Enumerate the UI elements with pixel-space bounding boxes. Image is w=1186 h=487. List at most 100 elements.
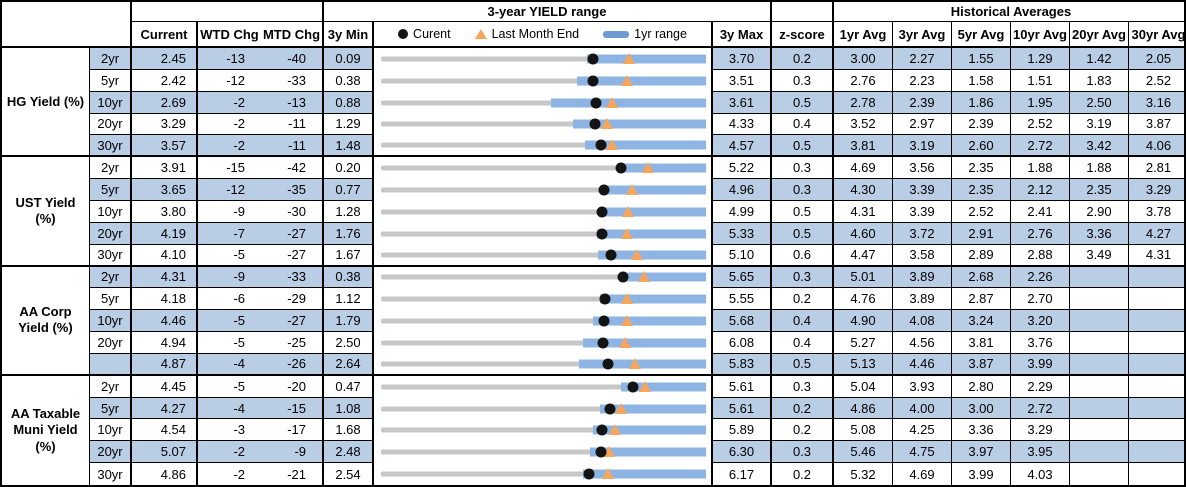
chart-plot-area <box>381 376 706 398</box>
avg-cell-20yr-avg: 1.42 <box>1070 48 1129 70</box>
max-3y-cell: 5.10 <box>713 244 772 267</box>
min-3y-cell: 1.48 <box>324 135 374 158</box>
avg-cell-10yr-avg: 1.95 <box>1011 91 1070 114</box>
avg-cell-10yr-avg: 4.03 <box>1011 463 1070 485</box>
zscore-cell: 0.3 <box>772 157 834 180</box>
wtd-chg-cell: -3 <box>198 419 261 442</box>
tenor-cell: 2yr <box>90 375 132 398</box>
mtd-chg-cell: -29 <box>261 288 324 311</box>
column-header-5yr-avg: 5yr Avg <box>952 22 1011 48</box>
avg-cell-1yr-avg: 3.00 <box>834 48 893 70</box>
avg-cell-3yr-avg: 3.39 <box>893 179 952 201</box>
avg-cell-20yr-avg: 3.42 <box>1070 135 1129 158</box>
avg-cell-30yr-avg <box>1129 419 1184 442</box>
max-3y-cell: 4.33 <box>713 113 772 136</box>
avg-cell-30yr-avg: 3.87 <box>1129 114 1184 136</box>
avg-cell-30yr-avg: 2.81 <box>1129 157 1184 180</box>
header-spacer-left <box>132 2 324 22</box>
wtd-chg-cell: -12 <box>198 179 261 201</box>
max-3y-cell: 3.51 <box>713 69 772 92</box>
min-3y-cell: 0.38 <box>324 69 374 92</box>
avg-cell-30yr-avg: 4.06 <box>1129 135 1184 158</box>
current-dot-marker <box>598 184 610 196</box>
column-header-mtd-chg: MTD Chg <box>261 22 324 48</box>
last-month-end-marker <box>637 271 650 283</box>
current-dot-icon <box>398 29 409 39</box>
zscore-cell: 0.5 <box>772 91 834 114</box>
tenor-cell: 20yr <box>90 332 132 354</box>
zscore-cell: 0.3 <box>772 375 834 398</box>
avg-cell-20yr-avg: 3.49 <box>1070 244 1129 267</box>
avg-cell-3yr-avg: 2.97 <box>893 113 952 136</box>
wtd-chg-cell: -15 <box>198 157 261 180</box>
avg-cell-5yr-avg: 2.52 <box>952 200 1011 223</box>
avg-cell-10yr-avg: 2.52 <box>1011 113 1070 136</box>
avg-cell-5yr-avg: 2.80 <box>952 375 1011 398</box>
avg-cell-5yr-avg: 3.24 <box>952 310 1011 333</box>
avg-cell-10yr-avg: 1.88 <box>1011 157 1070 180</box>
yield-range-chart <box>374 48 713 70</box>
chart-plot-area <box>381 223 706 245</box>
max-3y-cell: 3.70 <box>713 48 772 70</box>
last-month-end-marker <box>606 139 619 151</box>
zscore-cell: 0.5 <box>772 135 834 158</box>
tenor-cell: 20yr <box>90 222 132 245</box>
avg-cell-5yr-avg: 2.35 <box>952 179 1011 201</box>
tenor-cell: 5yr <box>90 288 132 311</box>
tenor-cell: 30yr <box>90 463 132 485</box>
max-3y-cell: 4.96 <box>713 179 772 201</box>
chart-plot-area <box>381 332 706 354</box>
avg-cell-10yr-avg: 2.72 <box>1011 135 1070 158</box>
yield-range-chart <box>374 375 713 398</box>
wtd-chg-cell: -2 <box>233 466 245 482</box>
mtd-chg-cell: -17 <box>261 419 324 442</box>
current-dot-marker <box>615 162 627 174</box>
last-month-end-marker <box>620 315 633 327</box>
avg-cell-10yr-avg: 1.51 <box>1011 69 1070 92</box>
max-3y-cell: 3.61 <box>713 91 772 114</box>
avg-cell-10yr-avg: 3.20 <box>1011 310 1070 333</box>
yield-range-chart <box>374 244 713 267</box>
wtd-chg-cell: -2 <box>198 441 261 464</box>
avg-cell-30yr-avg: 2.05 <box>1129 48 1184 70</box>
current-dot-marker <box>595 446 607 458</box>
avg-cell-3yr-avg: 3.19 <box>893 135 952 158</box>
avg-cell-30yr-avg: 4.27 <box>1129 222 1184 245</box>
legend-last-month-label: Last Month End <box>491 27 580 41</box>
avg-cell-3yr-avg: 3.39 <box>893 200 952 223</box>
avg-cell-3yr-avg: 3.56 <box>893 157 952 180</box>
avg-cell-3yr-avg: 4.08 <box>893 310 952 333</box>
mtd-chg-cell: -33 <box>261 266 324 289</box>
mtd-chg-cell: -25 <box>261 332 324 354</box>
avg-cell-10yr-avg: 2.72 <box>1011 397 1070 420</box>
avg-cell-5yr-avg: 2.87 <box>952 288 1011 311</box>
group-label-cell: AA Corp Yield (%) <box>2 266 90 376</box>
avg-cell-30yr-avg <box>1129 463 1184 485</box>
column-header-3yr-avg: 3yr Avg <box>893 22 952 48</box>
mtd-chg-cell: -15 <box>261 397 324 420</box>
chart-plot-area <box>381 463 706 485</box>
current-cell: 4.54 <box>132 419 198 442</box>
max-3y-cell: 5.61 <box>713 375 772 398</box>
1yr-range-bar <box>599 404 706 414</box>
mtd-chg-cell: -42 <box>261 157 324 180</box>
avg-cell-1yr-avg: 5.13 <box>834 353 893 376</box>
mtd-chg-cell: -11 <box>261 135 324 158</box>
current-cell: 4.87 <box>132 353 198 376</box>
avg-cell-20yr-avg: 3.19 <box>1070 113 1129 136</box>
chart-plot-area <box>381 419 706 441</box>
avg-cell-30yr-avg: 3.16 <box>1129 91 1184 114</box>
last-month-end-marker <box>639 380 652 392</box>
column-header-current: Current <box>132 22 198 48</box>
yield-range-chart <box>374 397 713 420</box>
min-3y-cell: 0.88 <box>324 91 374 114</box>
avg-cell-20yr-avg <box>1070 441 1129 464</box>
current-dot-marker <box>617 271 629 283</box>
tenor-cell: 5yr <box>90 179 132 201</box>
min-3y-cell: 2.64 <box>324 353 374 376</box>
1yr-range-bar <box>583 469 706 479</box>
yield-range-chart <box>374 91 713 114</box>
avg-cell-5yr-avg: 3.36 <box>952 419 1011 442</box>
1yr-range-bar <box>578 359 706 369</box>
avg-cell-10yr-avg: 2.70 <box>1011 288 1070 311</box>
